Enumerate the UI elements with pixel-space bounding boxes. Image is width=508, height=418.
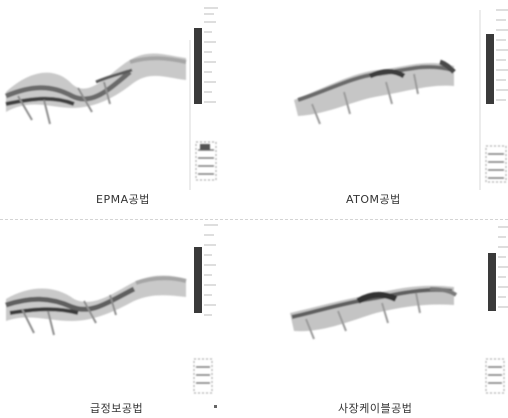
panel-epma: EPMA공법 [0, 0, 254, 209]
panel-caption-epma: EPMA공법 [96, 193, 150, 206]
panel-caption-grad-support: 급정보공법 [90, 402, 144, 415]
bridge-model-render [294, 9, 508, 190]
panel-atom: ATOM공법 [254, 0, 508, 209]
panel-caption-cable-stayed: 사장케이블공법 [338, 402, 413, 415]
panel-divider [0, 219, 508, 220]
panel-grad-support: 급정보공법 [0, 209, 254, 418]
panel-caption-atom: ATOM공법 [346, 193, 401, 206]
panel-cable-stayed: 사장케이블공법 [254, 209, 508, 418]
bridge-model-render [5, 224, 218, 408]
bridge-model-render [290, 226, 508, 394]
bridge-model-render [5, 7, 218, 190]
